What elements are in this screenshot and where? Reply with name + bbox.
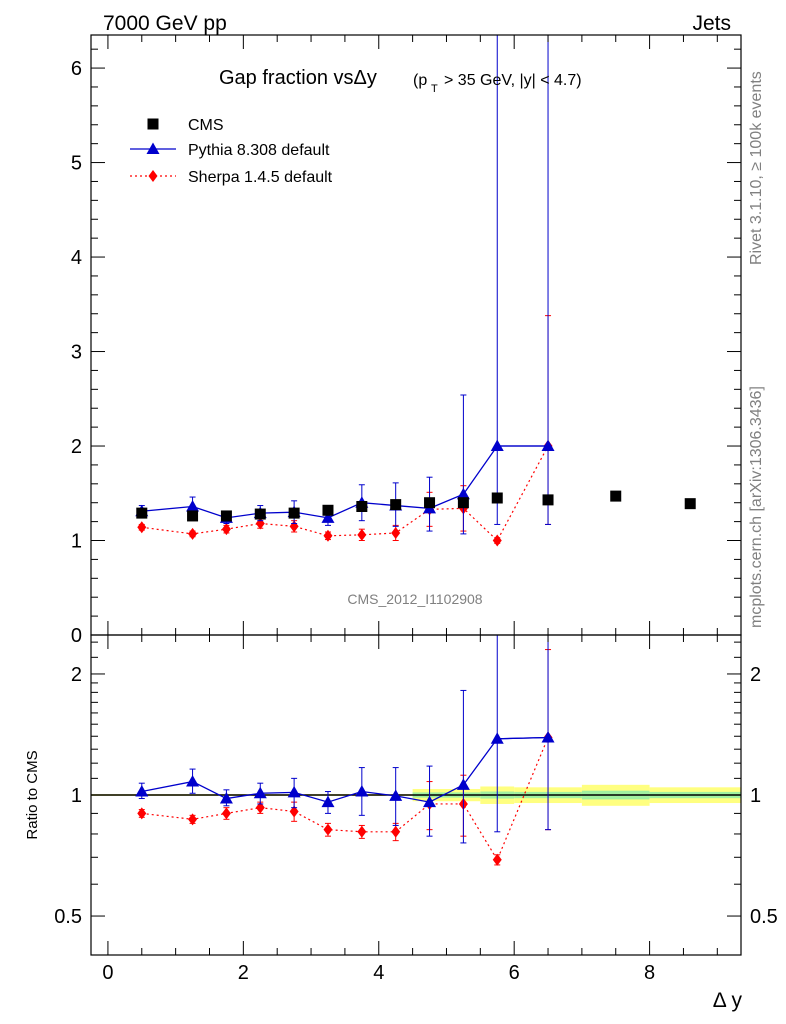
legend-cms-marker: [147, 118, 159, 130]
legend-pythia-label: Pythia 8.308 default: [188, 142, 330, 159]
ratio-y-tick-label-left: 0.5: [54, 906, 82, 928]
ratio-pythia-point: [287, 785, 301, 798]
legend-sherpa-marker: [148, 170, 158, 182]
ratio-sherpa-point: [221, 807, 231, 820]
pythia-point: [186, 499, 200, 512]
ratio-panel-ticks: 0.5 0.5 1 1 2 2 0 2 4 6 8: [54, 635, 778, 984]
legend: CMS Pythia 8.308 default Sherpa 1.4.5 defa…: [130, 117, 333, 186]
ratio-y-tick-label-right: 1: [750, 785, 761, 807]
ratio-panel-content: [91, 635, 741, 866]
cms-data-point: [220, 510, 232, 522]
x-tick-label: 6: [509, 962, 520, 984]
ratio-pythia-point: [355, 785, 369, 797]
mcplots-label: mcplots.cern.ch [arXiv:1306.3436]: [748, 386, 765, 628]
chart-title-cut-subscript: T: [431, 83, 438, 95]
cms-data-point: [322, 504, 334, 516]
chart-title-cut-open: (p: [413, 72, 427, 89]
ratio-pythia-point: [186, 775, 200, 787]
y-tick-label: 1: [71, 531, 82, 553]
cms-data-point: [136, 507, 148, 519]
pythia-point: [456, 487, 470, 500]
sherpa-point: [323, 529, 333, 542]
y-tick-label: 5: [71, 153, 82, 175]
cms-data-point: [356, 500, 368, 512]
ratio-y-axis-label: Ratio to CMS: [24, 750, 41, 839]
sherpa-point: [188, 527, 198, 540]
x-axis-label: Δ y: [713, 989, 743, 1012]
cms-data-point: [684, 498, 696, 510]
legend-pythia-marker: [146, 142, 160, 154]
sherpa-point: [391, 526, 401, 539]
ratio-pythia-line: [141, 736, 549, 803]
pythia-point: [490, 439, 504, 452]
main-panel-content: [135, 35, 696, 547]
ratio-sherpa-point: [357, 825, 367, 838]
legend-cms-label: CMS: [188, 117, 224, 134]
ratio-pythia-point: [253, 786, 267, 799]
cms-data-point: [390, 499, 402, 511]
cms-data-point: [254, 508, 266, 520]
ratio-pythia-point: [541, 730, 555, 743]
ratio-pythia-step-segment: [497, 736, 549, 740]
x-tick-label: 4: [373, 962, 384, 984]
ratio-y-tick-label-right: 0.5: [750, 906, 778, 928]
cms-data-point: [288, 507, 300, 519]
pythia-point: [321, 511, 335, 523]
pythia-point: [541, 439, 555, 452]
cms-data-point: [457, 497, 469, 509]
ratio-sherpa-point: [137, 807, 147, 820]
ratio-sherpa-point: [391, 825, 401, 838]
chart-title-cut-rest: > 35 GeV, |y| < 4.7): [444, 72, 582, 89]
cms-data-point: [491, 492, 503, 504]
sherpa-point: [492, 534, 502, 547]
y-tick-label: 0: [71, 625, 82, 647]
main-panel: 0 1 2 3 4 5 6 Gap fraction vsΔy (p T > 35 GeV,…: [71, 34, 742, 647]
sherpa-line: [141, 445, 549, 542]
ratio-y-tick-label-left: 1: [71, 785, 82, 807]
cms-data-point: [187, 510, 199, 522]
legend-sherpa-label: Sherpa 1.4.5 default: [188, 169, 333, 186]
ratio-pythia-point: [423, 795, 437, 808]
y-tick-label: 3: [71, 342, 82, 364]
x-tick-label: 0: [102, 962, 113, 984]
ratio-pythia-point: [389, 789, 403, 801]
sherpa-point: [357, 528, 367, 541]
y-tick-label: 6: [71, 58, 82, 80]
x-tick-label: 8: [644, 962, 655, 984]
ratio-sherpa-point: [289, 805, 299, 818]
sherpa-point: [137, 521, 147, 534]
ratio-panel: 0.5 0.5 1 1 2 2 0 2 4 6 8 Ratio to CMS: [24, 634, 778, 984]
header-right-label: Jets: [692, 12, 731, 35]
ratio-pythia-point: [219, 792, 233, 804]
sherpa-point: [221, 523, 231, 536]
ratio-y-tick-label-right: 2: [750, 664, 761, 686]
rivet-version-label: Rivet 3.1.10, ≥ 100k events: [748, 71, 765, 265]
ratio-pythia-point: [135, 785, 149, 797]
ratio-pythia-point: [321, 795, 335, 808]
x-tick-label: 2: [238, 962, 249, 984]
ratio-y-tick-label-left: 2: [71, 664, 82, 686]
cms-data-point: [610, 490, 622, 502]
main-panel-ticks: 0 1 2 3 4 5 6: [71, 35, 741, 647]
ratio-pythia-point: [490, 732, 504, 744]
cms-data-point: [424, 497, 436, 509]
pythia-line: [141, 445, 549, 519]
ratio-sherpa-point: [188, 813, 198, 826]
ratio-sherpa-point: [323, 823, 333, 836]
chart-title: Gap fraction vsΔy: [219, 67, 377, 89]
ratio-sherpa-point: [255, 801, 265, 814]
analysis-label: CMS_2012_I1102908: [347, 591, 482, 607]
cms-data-point: [542, 494, 554, 506]
ratio-pythia-point: [456, 778, 470, 790]
y-tick-label: 2: [71, 436, 82, 458]
ratio-sherpa-point: [492, 853, 502, 866]
header-left-label: 7000 GeV pp: [103, 12, 227, 35]
y-tick-label: 4: [71, 247, 82, 269]
